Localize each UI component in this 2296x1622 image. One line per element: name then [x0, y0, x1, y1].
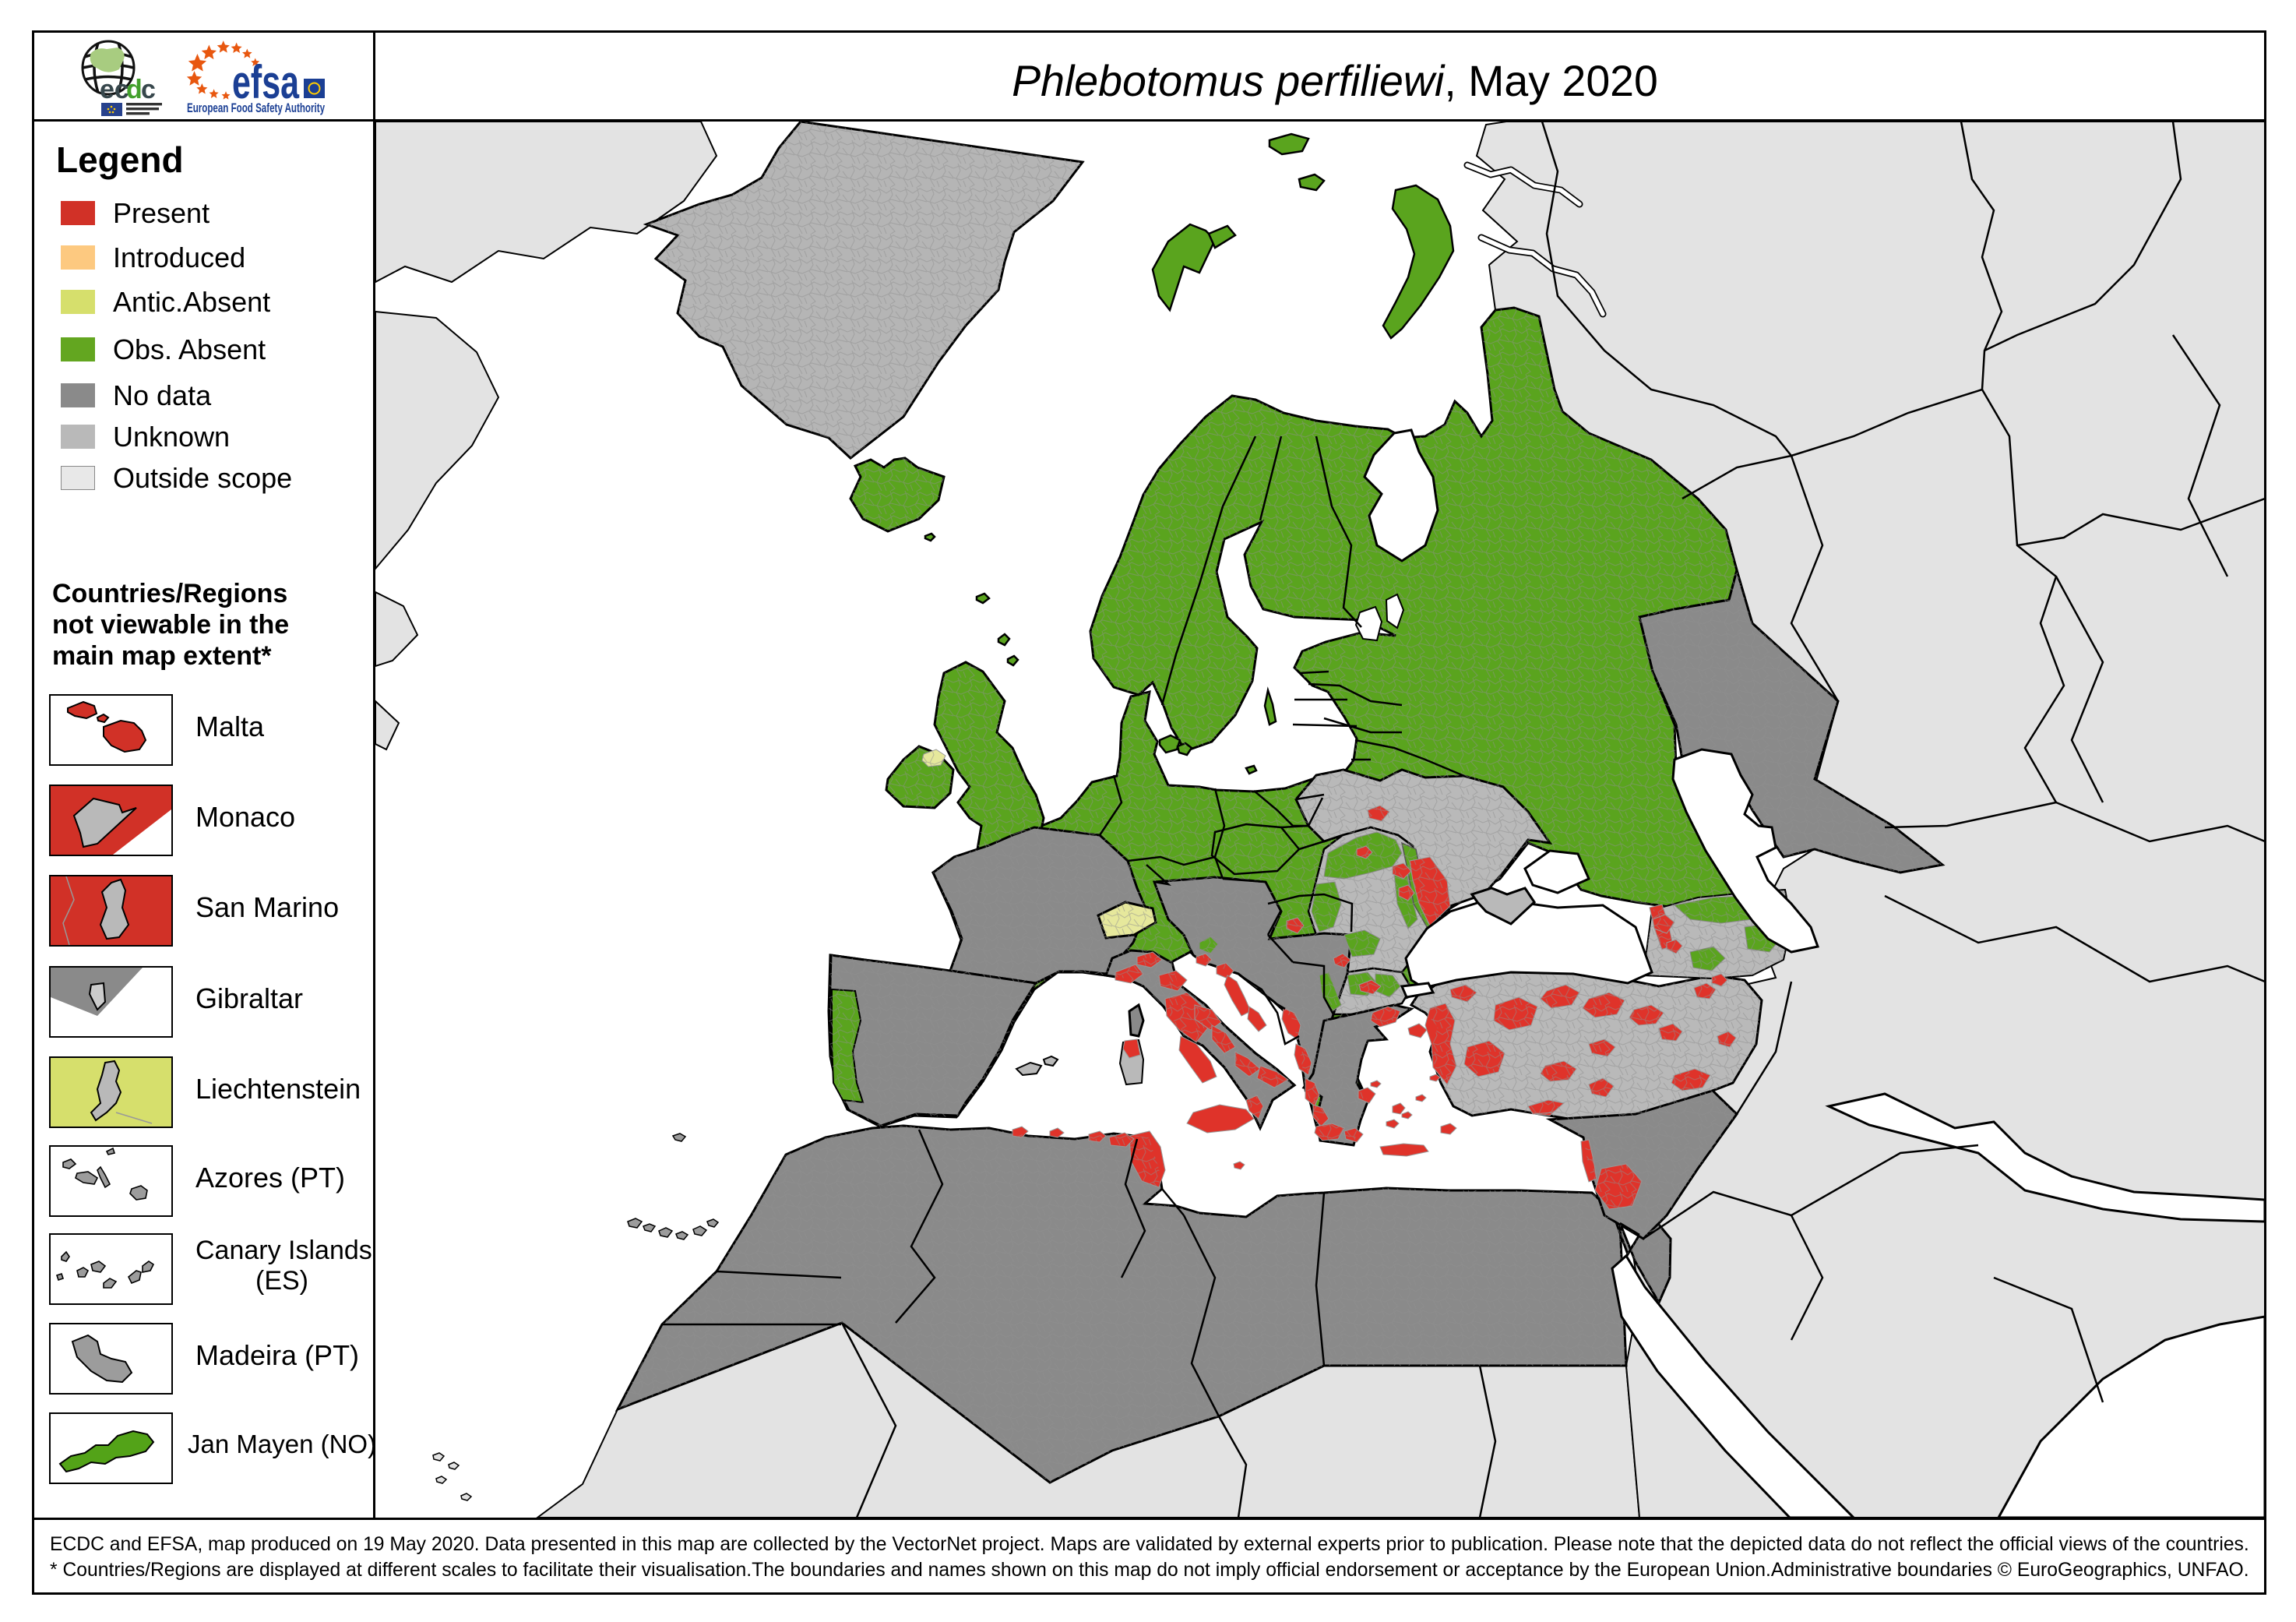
svg-text:efsa: efsa: [232, 56, 299, 108]
svg-text:ec: ec: [100, 75, 129, 104]
svg-text:European Food Safety Authority: European Food Safety Authority: [187, 100, 325, 115]
svg-text:c: c: [141, 75, 156, 104]
svg-text:d: d: [126, 75, 143, 104]
